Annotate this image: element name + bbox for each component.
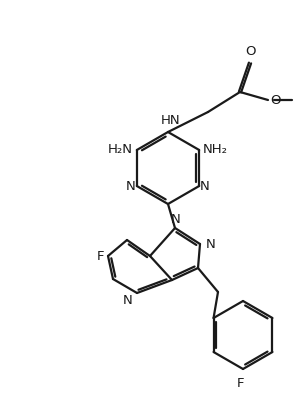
Text: N: N [171, 213, 181, 226]
Text: N: N [123, 294, 133, 307]
Text: F: F [237, 377, 245, 390]
Text: F: F [96, 250, 104, 263]
Text: N: N [126, 179, 136, 192]
Text: N: N [200, 179, 210, 192]
Text: HN: HN [160, 113, 180, 126]
Text: O: O [270, 94, 281, 107]
Text: NH₂: NH₂ [203, 143, 228, 156]
Text: O: O [246, 45, 256, 58]
Text: H₂N: H₂N [108, 143, 133, 156]
Text: N: N [206, 237, 216, 250]
